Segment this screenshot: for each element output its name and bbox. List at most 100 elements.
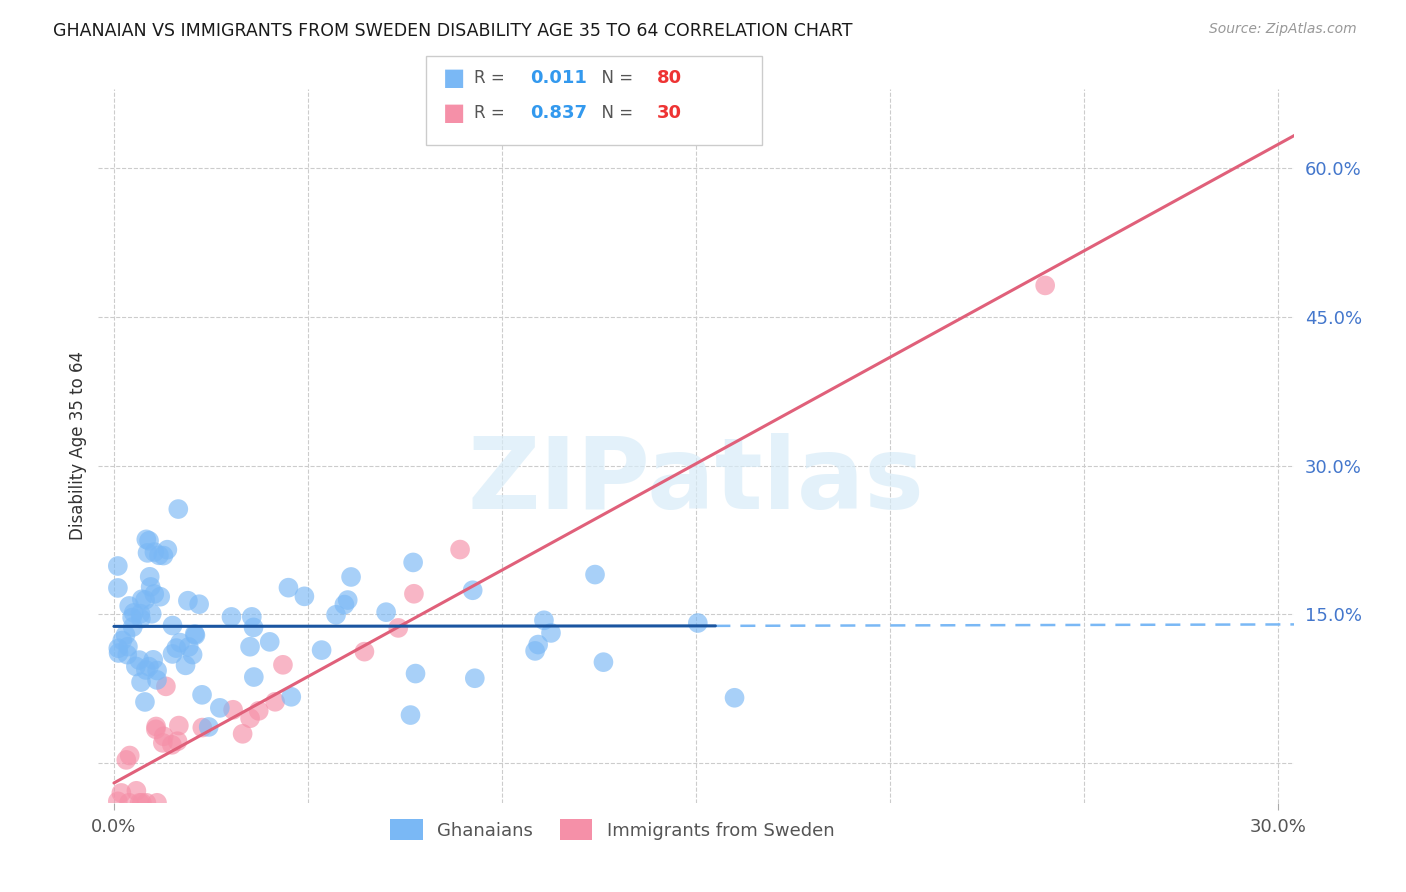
Point xyxy=(134,695,156,709)
Text: 0.011: 0.011 xyxy=(530,69,586,87)
Point xyxy=(533,613,555,627)
Point xyxy=(239,640,262,654)
Point xyxy=(247,704,270,718)
Text: ZIPatlas: ZIPatlas xyxy=(468,434,924,530)
Point xyxy=(117,648,139,662)
Point xyxy=(125,659,148,673)
Point xyxy=(156,542,179,557)
Point xyxy=(184,628,207,642)
Point xyxy=(152,736,174,750)
Point xyxy=(143,545,166,559)
Point xyxy=(162,618,184,632)
Point xyxy=(242,620,264,634)
Point xyxy=(121,620,143,634)
Text: Source: ZipAtlas.com: Source: ZipAtlas.com xyxy=(1209,22,1357,37)
Point xyxy=(174,658,197,673)
Y-axis label: Disability Age 35 to 64: Disability Age 35 to 64 xyxy=(69,351,87,541)
Point xyxy=(136,546,159,560)
Point xyxy=(292,590,315,604)
Point xyxy=(162,647,184,661)
Point xyxy=(107,646,129,660)
Point xyxy=(524,644,547,658)
Point xyxy=(107,794,129,808)
Point xyxy=(240,610,263,624)
Point xyxy=(592,655,614,669)
Point xyxy=(138,659,160,673)
Point xyxy=(259,635,281,649)
Point xyxy=(114,628,136,642)
Point xyxy=(111,633,134,648)
Point xyxy=(139,580,162,594)
Point xyxy=(402,556,425,570)
Point xyxy=(221,610,243,624)
Point xyxy=(125,784,148,798)
Point xyxy=(166,734,188,748)
Point xyxy=(121,610,143,624)
Point xyxy=(128,653,150,667)
Point xyxy=(177,593,200,607)
Point xyxy=(191,688,214,702)
Point xyxy=(117,640,139,654)
Point xyxy=(145,719,167,733)
Point xyxy=(167,502,190,516)
Text: 0.837: 0.837 xyxy=(530,104,588,122)
Point xyxy=(222,703,245,717)
Text: R =: R = xyxy=(474,104,510,122)
Point xyxy=(110,786,132,800)
Point xyxy=(131,592,153,607)
Point xyxy=(118,748,141,763)
Point xyxy=(183,627,205,641)
Text: GHANAIAN VS IMMIGRANTS FROM SWEDEN DISABILITY AGE 35 TO 64 CORRELATION CHART: GHANAIAN VS IMMIGRANTS FROM SWEDEN DISAB… xyxy=(53,22,853,40)
Point xyxy=(402,587,425,601)
Point xyxy=(336,593,359,607)
Point xyxy=(243,670,266,684)
Point xyxy=(135,796,157,810)
Point xyxy=(239,711,262,725)
Point xyxy=(107,641,129,656)
Point xyxy=(280,690,302,704)
Point xyxy=(138,570,160,584)
Point xyxy=(148,549,170,563)
Point xyxy=(129,607,152,621)
Point xyxy=(115,753,138,767)
Point xyxy=(145,723,167,737)
Point xyxy=(107,581,129,595)
Point xyxy=(118,599,141,613)
Point xyxy=(152,729,174,743)
Point xyxy=(340,570,363,584)
Point xyxy=(169,635,191,649)
Point xyxy=(188,597,211,611)
Point xyxy=(540,626,562,640)
Point xyxy=(118,796,141,810)
Point xyxy=(375,605,398,619)
Point xyxy=(146,673,169,687)
Point xyxy=(143,587,166,601)
Point xyxy=(129,675,152,690)
Point xyxy=(271,657,294,672)
Point xyxy=(405,666,427,681)
Point xyxy=(146,796,169,810)
Point xyxy=(107,559,129,574)
Text: R =: R = xyxy=(474,69,510,87)
Text: ■: ■ xyxy=(443,102,465,125)
Point xyxy=(723,690,745,705)
Point xyxy=(387,621,409,635)
Legend: Ghanaians, Immigrants from Sweden: Ghanaians, Immigrants from Sweden xyxy=(382,812,842,847)
Point xyxy=(208,701,231,715)
Point xyxy=(333,598,356,612)
Text: 30: 30 xyxy=(657,104,682,122)
Point xyxy=(527,638,550,652)
Point xyxy=(149,590,172,604)
Point xyxy=(134,593,156,607)
Point xyxy=(135,663,157,677)
Point xyxy=(311,643,333,657)
Point xyxy=(141,607,163,621)
Point xyxy=(181,648,204,662)
Point xyxy=(138,533,160,548)
Point xyxy=(464,671,486,685)
Point xyxy=(399,708,422,723)
Text: ■: ■ xyxy=(443,66,465,89)
Point xyxy=(128,796,150,810)
Point xyxy=(197,720,219,734)
Point xyxy=(264,695,287,709)
